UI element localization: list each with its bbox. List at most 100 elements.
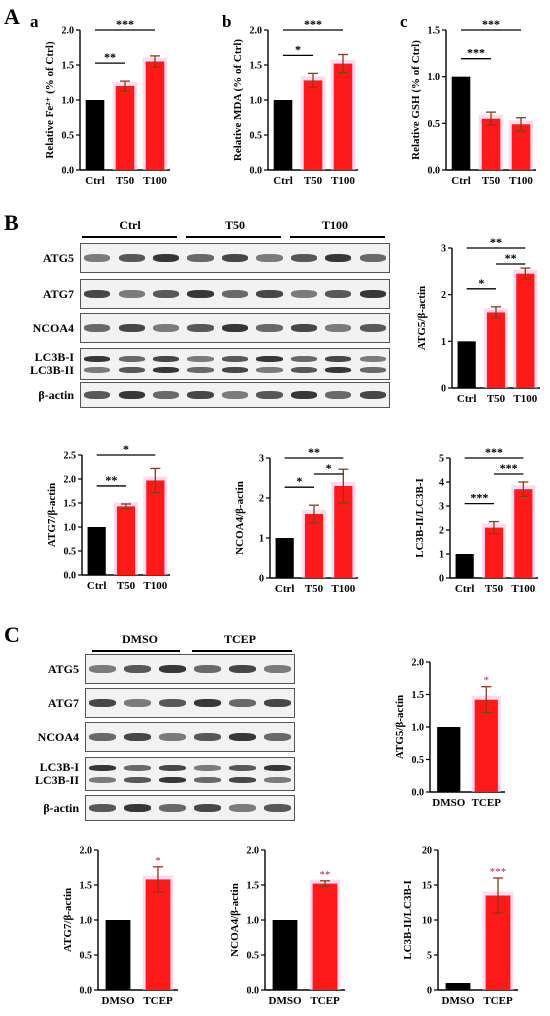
y-axis-label: ATG7/β-actin [62,888,74,952]
significance-label: *** [482,17,500,31]
blot-band [290,290,317,298]
blot-band [89,699,116,707]
blot-band [187,324,214,332]
y-tick-label: 1.5 [62,61,75,72]
blot-band [124,777,151,784]
blot-group-line [192,650,292,652]
y-axis-label: Relative MDA (% of Ctrl) [232,39,244,162]
y-tick-label: 0.5 [80,951,93,962]
y-tick-label: 0 [427,986,432,997]
y-tick-label: 0 [441,384,446,395]
y-tick-label: 1.5 [412,690,425,701]
x-tick-label: Ctrl [457,393,477,405]
blot-band [89,733,116,741]
y-tick-label: 5 [427,951,432,962]
significance-label: * [478,276,484,290]
blot-row-label: ATG5 [47,661,79,676]
y-tick-label: 20 [422,846,432,857]
blot-row-label: ATG5 [42,250,74,265]
blot-band [221,290,249,298]
blot-band [89,765,116,772]
bar [437,727,461,792]
blot-band [325,324,352,332]
blot-band [229,765,256,772]
bar [145,879,171,990]
bar [304,514,324,578]
blot-band [359,366,386,373]
blot-band [256,254,283,262]
y-tick-label: 2 [439,526,444,537]
bar [516,273,535,388]
chart-atg5-c: 0.0 0.5 1.0 1.5 2.0 ATG5/β-actin DMSO TCEP * [394,658,505,809]
significance-label: * [326,461,332,475]
blot-band [256,391,283,399]
y-tick-label: 2.5 [64,451,77,462]
bar [146,480,165,575]
blot-band [290,366,317,373]
blot-band [159,765,186,772]
blot-band [84,366,111,373]
significance-label: *** [500,461,518,475]
x-tick-label: DMSO [442,995,475,1007]
blot-row-label: ATG7 [42,286,74,301]
blot-band [153,391,180,399]
x-tick-label: TCEP [310,995,340,1007]
y-tick-label: 2.0 [64,475,77,486]
chart-atg7-c: 0.0 0.5 1.0 1.5 2.0 ATG7/β-actin DMSO TCEP * [62,846,178,1007]
y-tick-label: 0.5 [412,755,425,766]
x-tick-label: Ctrl [275,583,295,595]
blot-band [187,254,214,262]
x-tick-label: Ctrl [455,583,475,595]
x-tick-label: T100 [513,393,537,405]
blot-band [256,290,283,298]
bar [272,920,298,990]
bar [484,527,504,578]
y-axis-label: NCOA4/β-actin [229,883,241,957]
x-tick-label: T50 [116,175,135,187]
blot-row-label: NCOA4 [32,320,74,335]
y-tick-label: 1.5 [64,499,77,510]
chart-lc3-ratio-b: 0 1 2 3 4 5 LC3B-II/LC3B-I Ctrl T50 T100 *** *** *** [414,445,538,595]
significance-star: ** [320,869,331,881]
y-tick-label: 0 [259,574,264,585]
bar [303,80,323,170]
blot-band [359,290,386,298]
x-tick-label: DMSO [102,995,135,1007]
blot-band [118,366,145,373]
bar [511,124,531,170]
blot-group-t50: T50 [224,218,245,232]
blot-band [84,254,111,262]
y-tick-label: 2 [259,494,264,505]
blot-band [89,804,116,812]
blot-band [194,699,221,707]
blot-band [325,290,352,298]
significance-label: *** [304,17,322,31]
y-axis-label: ATG5/β-actin [416,286,428,350]
y-tick-label: 2.0 [62,26,75,37]
y-tick-label: 0.0 [250,166,263,177]
blot-band [221,324,249,332]
blot-row-label: β-actin [38,387,74,402]
blot-band [89,777,116,784]
y-axis-label: Relative Fe²⁺ (% of Ctrl) [44,41,56,159]
x-tick-label: Ctrl [273,175,293,187]
y-tick-label: 0.0 [64,571,77,582]
significance-label: *** [470,491,488,505]
significance-label: ** [505,251,517,265]
blot-group-line [290,236,385,238]
y-tick-label: 1.5 [80,881,93,892]
blot-band [153,355,180,362]
y-tick-label: 1.0 [250,96,263,107]
x-tick-label: Ctrl [85,175,105,187]
bar [445,983,471,990]
blot-band [264,733,291,741]
blot-band [194,765,221,772]
bar [273,100,293,170]
significance-star: * [155,855,161,867]
blot-band [229,804,256,812]
y-tick-label: 1 [441,337,446,348]
bar [87,527,106,575]
y-tick-label: 0.0 [247,986,260,997]
bar [457,341,476,388]
